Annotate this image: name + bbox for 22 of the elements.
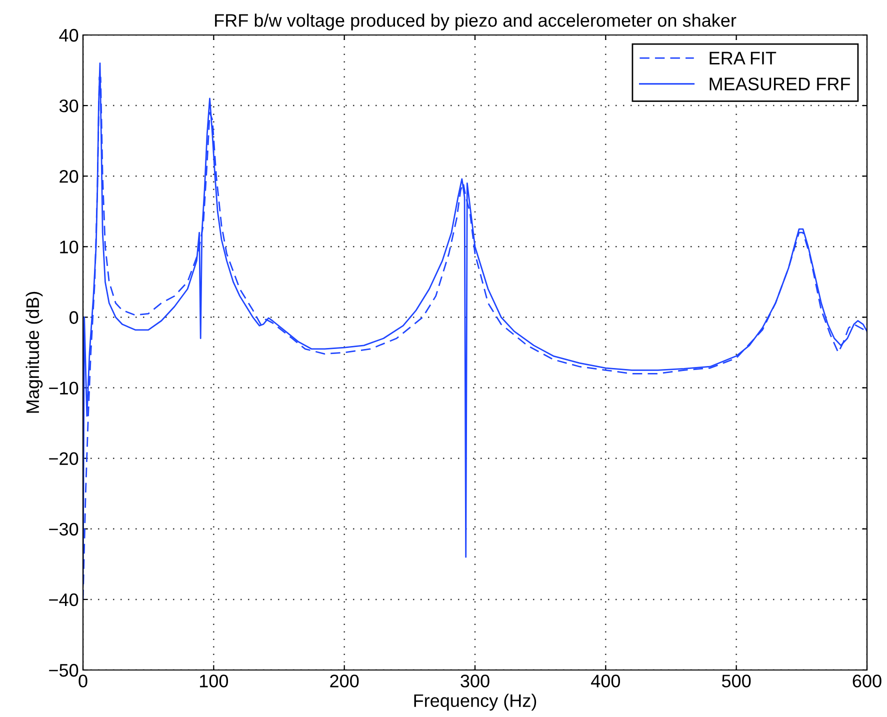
- y-tick-label: 40: [59, 28, 78, 42]
- y-tick-label: −10: [49, 382, 78, 394]
- y-tick-label: 10: [60, 240, 78, 254]
- legend-label: ERA FIT: [710, 52, 776, 64]
- y-tick-label: 20: [60, 170, 78, 183]
- x-tick-label: 500: [722, 674, 751, 688]
- y-tick-label: −30: [49, 522, 78, 536]
- y-tick-label: 30: [59, 99, 78, 112]
- x-tick-label: 0: [78, 674, 88, 688]
- y-tick-label: −40: [49, 593, 78, 606]
- y-tick-label: −20: [49, 452, 78, 466]
- x-tick-label: 600: [852, 674, 882, 688]
- x-tick-label: 300: [460, 674, 490, 688]
- x-axis-title: Frequency (Hz): [414, 694, 536, 711]
- y-axis-title: Magnitude (dB): [26, 292, 43, 413]
- x-tick-label: 200: [330, 674, 359, 688]
- legend-label: MEASURED FRF: [710, 78, 850, 90]
- y-tick-label: −50: [49, 664, 78, 677]
- x-tick-label: 100: [200, 674, 228, 688]
- chart-title: FRF b/w voltage produced by piezo and accelerometer on shaker: [215, 14, 736, 30]
- x-tick-label: 400: [591, 674, 620, 688]
- y-tick-label: 0: [70, 311, 78, 324]
